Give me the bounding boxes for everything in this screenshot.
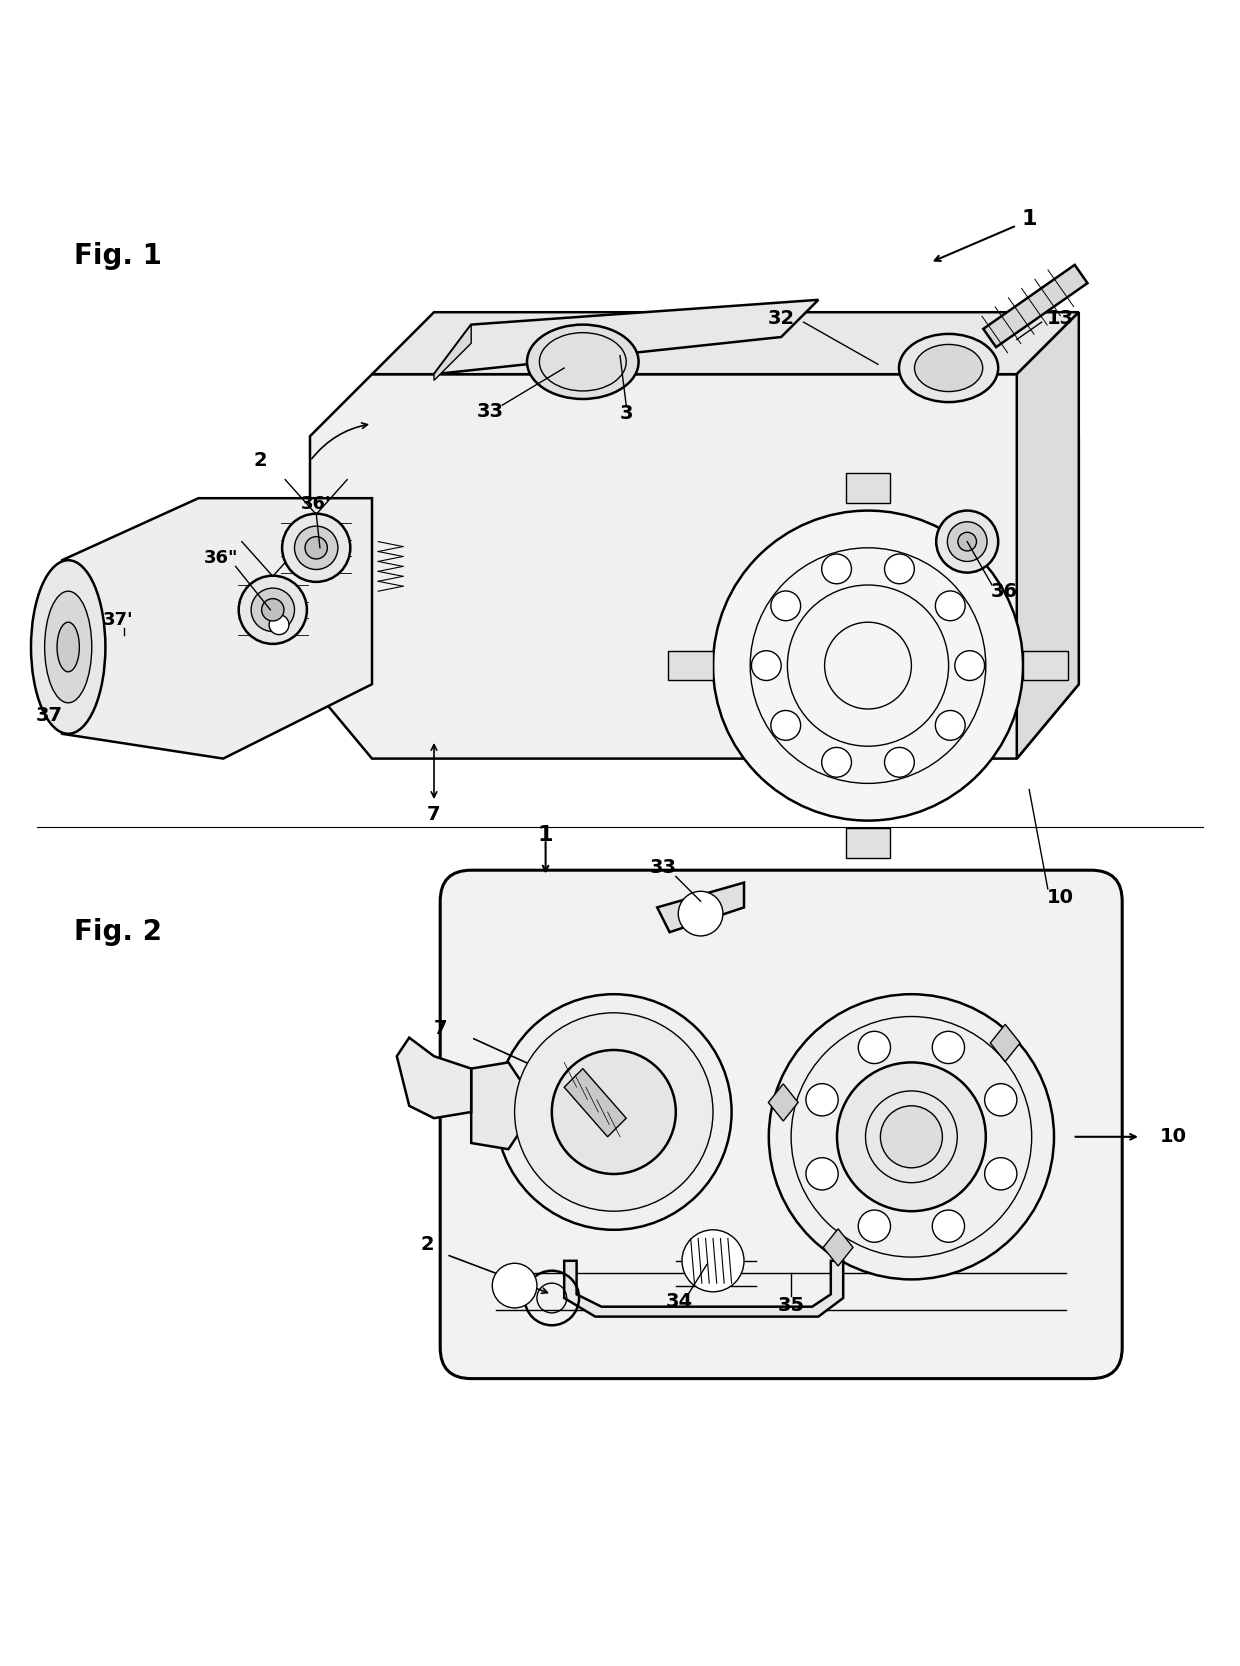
Circle shape [932,1031,965,1063]
Ellipse shape [899,333,998,402]
Text: 36': 36' [301,495,331,513]
Text: 36": 36" [203,548,238,566]
Circle shape [880,1106,942,1168]
Circle shape [806,1158,838,1190]
Text: Fig. 2: Fig. 2 [74,918,162,946]
Bar [668,651,713,680]
Text: 7: 7 [428,805,440,825]
Circle shape [713,510,1023,821]
Circle shape [806,1083,838,1116]
Text: 34: 34 [666,1293,693,1311]
Circle shape [678,891,723,936]
Circle shape [858,1210,890,1243]
Text: 2: 2 [422,1235,434,1254]
Circle shape [682,1230,744,1291]
Circle shape [771,591,801,621]
Polygon shape [397,1038,471,1118]
Polygon shape [983,265,1087,347]
Ellipse shape [947,521,987,561]
Polygon shape [471,1063,521,1150]
Circle shape [496,995,732,1230]
Circle shape [837,1063,986,1211]
Polygon shape [434,300,818,375]
Circle shape [935,591,965,621]
Circle shape [985,1083,1017,1116]
Ellipse shape [281,513,351,581]
Text: 1: 1 [1022,210,1037,230]
Polygon shape [991,1025,1021,1061]
Ellipse shape [915,345,982,392]
Polygon shape [564,1261,843,1316]
Ellipse shape [936,510,998,573]
Ellipse shape [305,536,327,560]
Text: 35: 35 [777,1296,805,1314]
Polygon shape [823,1230,853,1266]
Polygon shape [62,498,372,758]
Polygon shape [769,1085,799,1121]
Circle shape [858,1031,890,1063]
Circle shape [751,651,781,680]
Polygon shape [1017,312,1079,758]
Bar [846,473,890,503]
Text: 2: 2 [254,451,267,470]
Circle shape [822,748,852,776]
Text: 36: 36 [991,581,1018,601]
Ellipse shape [295,526,337,570]
Text: 37': 37' [103,611,133,628]
Circle shape [884,748,914,776]
Ellipse shape [262,598,284,621]
Ellipse shape [250,588,295,631]
Polygon shape [310,375,1079,758]
Circle shape [269,615,289,635]
Circle shape [884,555,914,583]
Text: 33: 33 [650,858,677,878]
Circle shape [985,1158,1017,1190]
Text: 10: 10 [1159,1128,1187,1146]
Circle shape [515,1013,713,1211]
Ellipse shape [959,533,977,551]
Ellipse shape [57,621,79,671]
Polygon shape [657,883,744,933]
Ellipse shape [45,591,92,703]
Polygon shape [434,325,471,380]
Circle shape [771,710,801,740]
Ellipse shape [238,576,308,643]
Text: 37: 37 [36,706,63,725]
Ellipse shape [527,325,639,398]
Polygon shape [564,1068,626,1136]
Text: 33: 33 [476,402,503,421]
Circle shape [935,710,965,740]
Text: 13: 13 [1047,308,1074,328]
Circle shape [769,995,1054,1279]
Circle shape [552,1050,676,1175]
Circle shape [822,555,852,583]
Text: 3: 3 [620,405,632,423]
Circle shape [932,1210,965,1243]
Circle shape [955,651,985,680]
Circle shape [492,1263,537,1308]
Text: 32: 32 [768,308,795,328]
Polygon shape [372,312,1079,375]
Text: 7: 7 [434,1020,446,1038]
Text: 1: 1 [538,825,553,845]
Ellipse shape [31,560,105,733]
Text: Fig. 1: Fig. 1 [74,242,162,270]
FancyBboxPatch shape [440,870,1122,1378]
Bar [846,828,890,858]
Text: 10: 10 [1047,888,1074,906]
Bar [1023,651,1068,680]
